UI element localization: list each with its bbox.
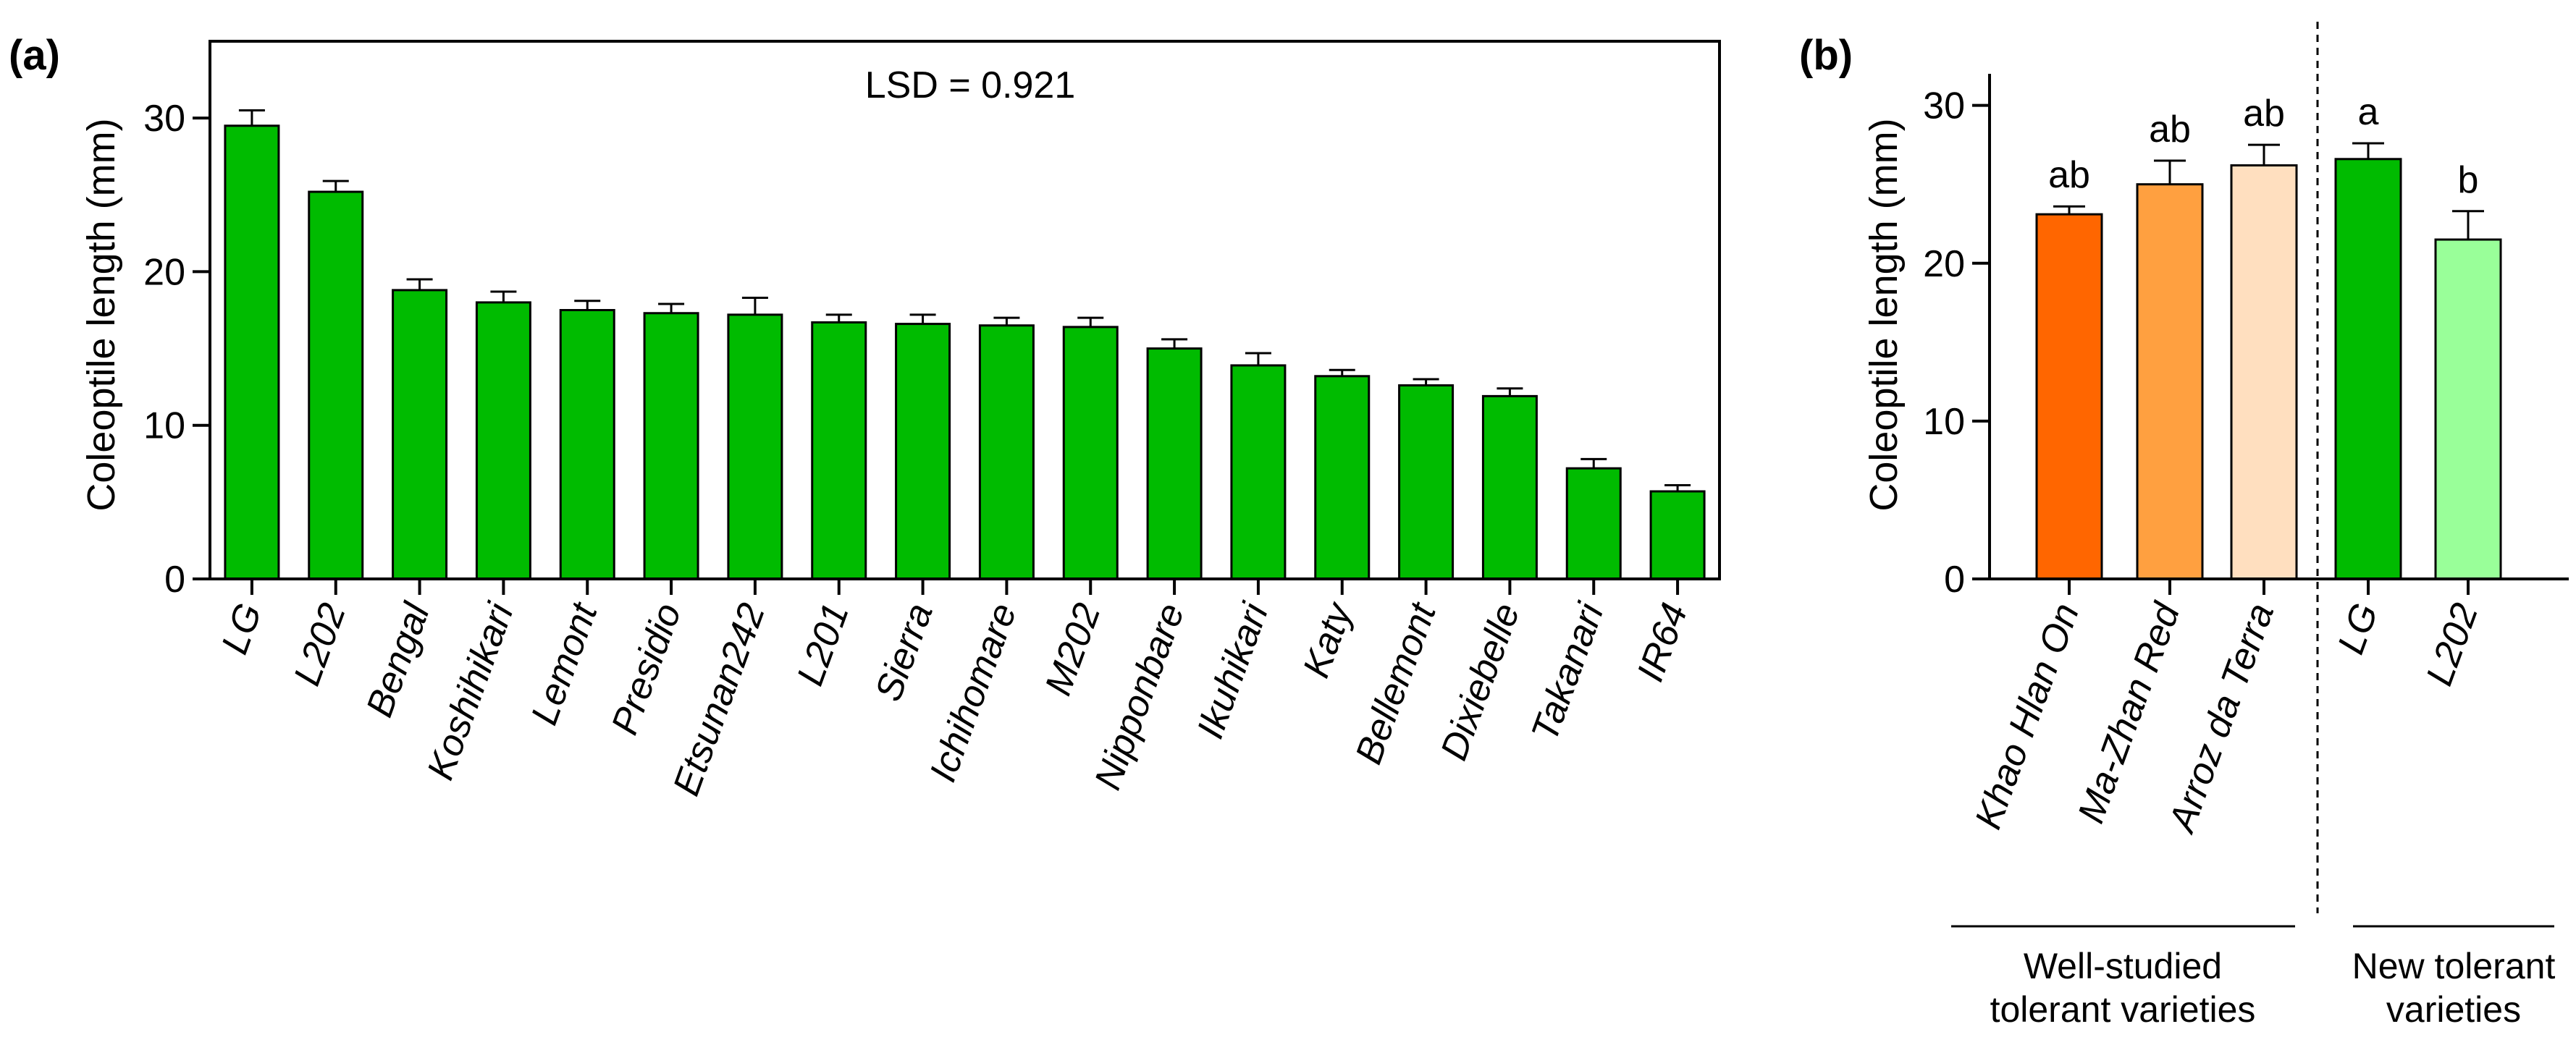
panel-a-x-label-l202: L202 [286,598,354,691]
panel-b-x-label-l202: L202 [2418,598,2486,691]
panel-a-x-label-lemont: Lemont [523,596,607,730]
panel-a-bar-katy [1314,375,1371,580]
panel-b-bar-arroz-da-terra [2230,164,2298,580]
panel-b-group-label: New tolerant [2352,946,2556,986]
panel-a-x-label-dixiebelle: Dixiebelle [1433,598,1528,766]
panel-a-x-label-bengal: Bengal [358,597,438,722]
panel-a-bar-ir64 [1649,490,1706,580]
panel-a-y-ticks: 0 10 20 30 [143,98,210,601]
panel-a-bar-sierra [895,323,951,580]
panel-b-group-label: Well-studied [2024,946,2222,986]
panel-a-x-label-lg: LG [214,598,270,659]
panel-b-significance-letter-ma-zhan-red: ab [2149,109,2191,151]
panel-b-significance-letter-l202: b [2458,159,2479,201]
panel-a-y-axis-title: Coleoptile length (mm) [80,118,123,511]
panel-a-bar-presidio [643,312,699,580]
panel-a-y-tick-label: 0 [164,559,185,601]
panel-a-x-label-ir64: IR64 [1629,598,1696,687]
panel-b-y-tick-label: 0 [1944,559,1965,601]
panel-b-bar-khao-hlan-on [2035,213,2103,580]
panel-a-bar-m202 [1062,326,1119,580]
panel-b-bar-l202 [2434,238,2502,580]
panel-a-x-label-sierra: Sierra [867,598,941,706]
panel-a-bar-koshihikari [475,301,531,580]
panel-b-group-label: tolerant varieties [1990,989,2256,1030]
panel-a-bar-ikuhikari [1230,364,1287,580]
panel-a-label: (a) [9,32,60,79]
panel-a-bar-lg [224,124,280,580]
panel-a-bar-etsunan242 [727,313,783,580]
panel-a-x-label-bellemont: Bellemont [1347,596,1444,770]
panel-a-y-tick-label: 10 [143,405,185,447]
panel-b-significance-letter-arroz-da-terra: ab [2243,93,2285,135]
panel-a-x-label-ichihomare: Ichihomare [922,598,1024,787]
panel-a-bar-bengal [392,289,448,580]
panel-b-x-label-lg: LG [2330,598,2386,659]
panel-b-y-tick-label: 10 [1923,401,1965,443]
panel-a-bar-l202 [308,190,364,580]
panel-b-significance-letter-lg: a [2358,91,2379,133]
panel-a-y-tick-label: 20 [143,251,185,293]
panel-b-y-tick-label: 30 [1923,85,1965,127]
panel-b-bar-lg [2334,158,2402,580]
panel-a-bar-dixiebelle [1481,394,1538,580]
panel-a-bar-takanari [1565,467,1622,580]
panel-a-bar-ichihomare [978,324,1035,580]
panel-a: (a) Coleoptile length (mm) LSD = 0.921 0… [9,32,1721,801]
panel-b-group-label: varieties [2386,989,2521,1030]
panel-a-x-label-m202: M202 [1037,598,1109,701]
panel-b-significance-letter-khao-hlan-on: ab [2048,154,2090,196]
panel-a-plot-frame [209,40,1721,580]
panel-b-x-label-khao-hlan-on: Khao Hlan On [1967,598,2087,834]
panel-a-bar-l201 [811,321,867,580]
panel-a-bar-nipponbare [1146,347,1203,580]
panel-a-x-label-takanari: Takanari [1523,597,1612,747]
panel-a-x-label-ikuhikari: Ikuhikari [1189,597,1276,744]
panel-b-y-axis-title: Coleoptile length (mm) [1862,118,1906,511]
panel-a-y-tick-label: 30 [143,98,185,140]
panel-a-bar-lemont [559,309,615,580]
panel-a-bar-bellemont [1398,384,1455,580]
panel-a-x-label-presidio: Presidio [604,598,690,740]
panel-b-label: (b) [1799,32,1853,79]
panel-b-y-tick-label: 20 [1923,243,1965,285]
panel-b-bar-ma-zhan-red [2136,183,2204,580]
panel-a-x-label-l201: L201 [789,598,857,691]
panel-b-y-ticks: 0 10 20 30 [1923,85,1990,601]
panel-a-lsd-annotation: LSD = 0.921 [865,64,1076,106]
panel-a-bars [224,109,1706,580]
panel-a-x-label-katy: Katy [1295,596,1361,682]
panel-a-x-label-koshihikari: Koshihikari [419,597,522,785]
